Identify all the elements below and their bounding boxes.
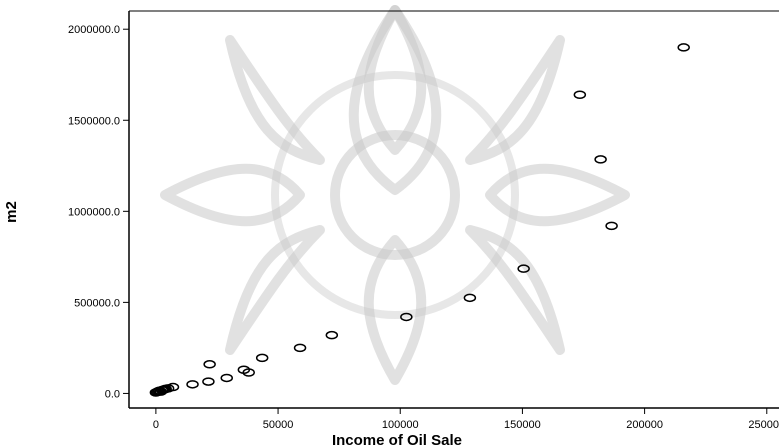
data-point — [166, 382, 180, 392]
data-point — [594, 155, 607, 164]
y-axis-ticks: 0.0 500000.0 1000000.0 1500000.0 2000000.0 — [68, 24, 129, 400]
y-tick-label: 2000000.0 — [68, 24, 120, 36]
y-axis-title: m2 — [3, 201, 20, 223]
data-point — [463, 293, 477, 303]
y-tick-label: 1500000.0 — [68, 115, 120, 127]
data-point — [202, 377, 215, 386]
x-tick-label: 200000 — [626, 419, 663, 431]
data-point — [400, 312, 413, 322]
data-point — [517, 264, 530, 273]
data-point — [242, 368, 255, 377]
y-tick-label: 1000000.0 — [68, 206, 120, 218]
y-tick-label: 500000.0 — [74, 297, 120, 309]
axes — [128, 10, 779, 409]
x-tick-label: 100000 — [382, 419, 419, 431]
data-point — [255, 353, 269, 363]
data-point — [325, 330, 339, 340]
data-point — [186, 380, 199, 389]
data-point — [605, 221, 618, 231]
x-axis-title: Income of Oil Sale — [332, 432, 462, 448]
data-point — [293, 343, 307, 353]
data-point — [203, 360, 216, 369]
x-tick-label: 150000 — [504, 419, 541, 431]
scatter-points — [149, 43, 690, 397]
y-tick-label: 0.0 — [105, 388, 120, 400]
x-tick-label: 0 — [153, 419, 159, 431]
data-point — [573, 90, 587, 100]
data-point — [220, 373, 233, 383]
watermark-rosette — [160, 5, 630, 385]
data-point — [677, 43, 690, 52]
x-tick-label: 50000 — [263, 419, 294, 431]
